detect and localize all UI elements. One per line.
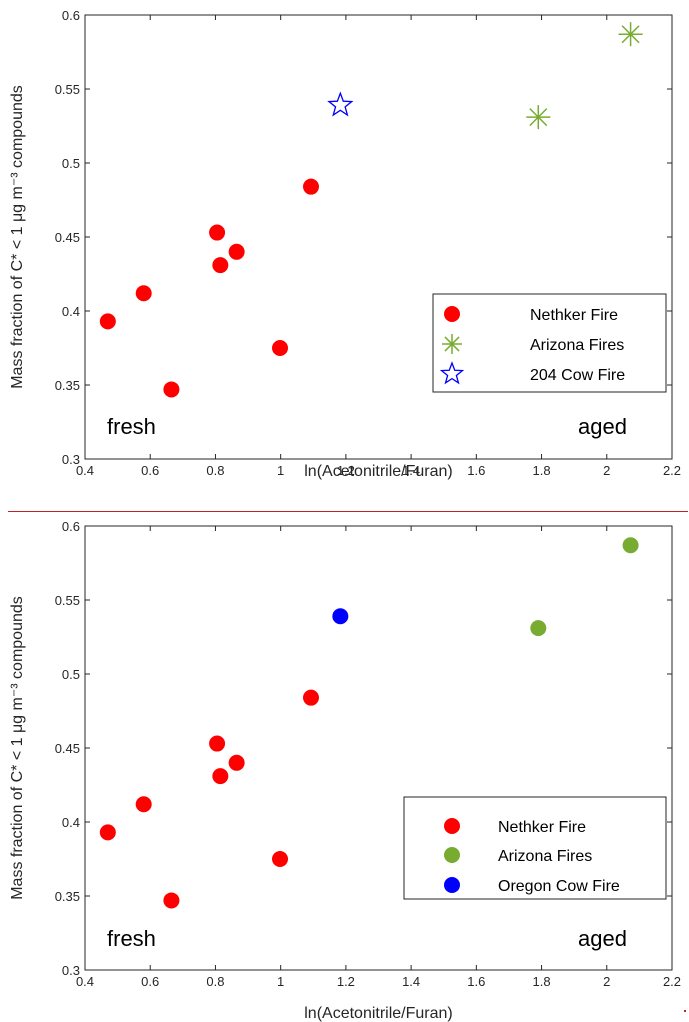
y-tick-label: 0.5 xyxy=(62,156,80,171)
x-axis-label: ln(Acetonitrile/Furan) xyxy=(304,463,453,480)
y-axis-label: Mass fraction of C* < 1 μg m⁻³ compounds xyxy=(9,596,26,900)
y-axis: 0.3 0.35 0.4 0.45 0.5 0.55 0.6 xyxy=(55,519,672,978)
y-axis: 0.3 0.35 0.4 0.45 0.5 0.55 0.6 xyxy=(55,8,672,467)
x-tick-label: 1.4 xyxy=(402,974,420,989)
legend-label: Oregon Cow Fire xyxy=(498,878,620,895)
x-tick-label: 2 xyxy=(603,463,610,478)
x-tick-label: 0.4 xyxy=(76,974,94,989)
data-point xyxy=(228,243,245,260)
data-point xyxy=(622,537,639,554)
x-tick-label: 1.8 xyxy=(533,463,551,478)
legend-label: Nethker Fire xyxy=(498,819,586,836)
y-tick-label: 0.3 xyxy=(62,963,80,978)
x-tick-label: 1.6 xyxy=(467,463,485,478)
series-oregon-cow-fire xyxy=(332,608,349,625)
legend-marker xyxy=(444,306,460,322)
y-tick-label: 0.6 xyxy=(62,8,80,23)
x-tick-label: 0.6 xyxy=(141,974,159,989)
y-tick-label: 0.35 xyxy=(55,889,80,904)
x-tick-label: 2 xyxy=(603,974,610,989)
data-point xyxy=(99,824,116,841)
y-tick-label: 0.55 xyxy=(55,593,80,608)
x-axis: 0.4 0.6 0.8 1 1.2 1.4 1.6 1.8 2 2.2 xyxy=(76,15,681,478)
legend: Nethker Fire Arizona Fires Oregon Cow Fire xyxy=(403,796,667,900)
y-tick-label: 0.4 xyxy=(62,304,80,319)
data-point xyxy=(209,224,226,241)
y-axis-label: Mass fraction of C* < 1 μg m⁻³ compounds xyxy=(9,85,26,389)
x-axis: 0.4 0.6 0.8 1 1.2 1.4 1.6 1.8 2 2.2 xyxy=(76,526,681,989)
x-tick-label: 1.2 xyxy=(337,463,355,478)
legend-box xyxy=(432,293,667,393)
y-tick-label: 0.6 xyxy=(62,519,80,534)
series-arizona-fires xyxy=(526,22,643,130)
data-point xyxy=(332,608,349,625)
data-point xyxy=(526,105,551,130)
legend-label: 204 Cow Fire xyxy=(530,367,625,384)
annotation-aged: aged xyxy=(578,414,627,439)
data-point xyxy=(212,768,229,785)
data-point xyxy=(212,257,229,274)
legend-marker xyxy=(444,818,460,834)
y-tick-label: 0.45 xyxy=(55,741,80,756)
legend-marker xyxy=(444,877,460,893)
x-tick-label: 1.8 xyxy=(533,974,551,989)
data-point xyxy=(135,285,152,302)
x-tick-label: 1.4 xyxy=(402,463,420,478)
x-axis-label: ln(Acetonitrile/Furan) xyxy=(304,1005,453,1022)
annotation-aged: aged xyxy=(578,926,627,951)
y-tick-label: 0.5 xyxy=(62,667,80,682)
data-point xyxy=(135,796,152,813)
stray-mark xyxy=(684,1010,686,1012)
legend-label: Arizona Fires xyxy=(530,337,624,354)
data-point xyxy=(209,735,226,752)
data-point xyxy=(272,340,289,356)
x-tick-label: 1 xyxy=(277,974,284,989)
scatter-panel-1: 0.4 0.6 0.8 1 1.2 1.4 1.6 1.8 2 2.2 0.3 0.35 0.4 0.45… xyxy=(9,8,681,480)
legend-label: Arizona Fires xyxy=(498,848,592,865)
panel-divider-line xyxy=(8,511,688,512)
annotation-fresh: fresh xyxy=(107,926,156,951)
y-tick-label: 0.55 xyxy=(55,82,80,97)
data-point xyxy=(327,91,354,117)
x-tick-label: 0.8 xyxy=(206,463,224,478)
legend-marker-stroke xyxy=(444,336,460,352)
annotation-fresh: fresh xyxy=(107,414,156,439)
data-point xyxy=(302,689,319,706)
legend: Nethker Fire Arizona Fires 204 Cow Fire xyxy=(432,293,667,393)
data-point-stroke xyxy=(529,108,548,127)
series-arizona-fires xyxy=(530,537,639,637)
legend-marker xyxy=(444,847,460,863)
series-nethker-fire xyxy=(99,178,319,398)
data-point xyxy=(272,851,289,867)
x-tick-label: 2.2 xyxy=(663,974,681,989)
data-point-stroke xyxy=(621,25,640,44)
y-tick-label: 0.35 xyxy=(55,378,80,393)
data-point xyxy=(163,381,180,398)
y-tick-label: 0.45 xyxy=(55,230,80,245)
x-tick-label: 0.6 xyxy=(141,463,159,478)
data-point xyxy=(99,313,116,330)
scatter-panel-2: 0.4 0.6 0.8 1 1.2 1.4 1.6 1.8 2 2.2 0.3 0.35 0.4 0.45… xyxy=(9,519,681,1022)
y-tick-label: 0.4 xyxy=(62,815,80,830)
legend-marker xyxy=(442,334,462,354)
x-tick-label: 0.8 xyxy=(206,974,224,989)
y-tick-label: 0.3 xyxy=(62,452,80,467)
x-tick-label: 2.2 xyxy=(663,463,681,478)
data-point xyxy=(163,892,180,909)
data-point xyxy=(618,22,643,47)
x-tick-label: 1 xyxy=(277,463,284,478)
legend-marker xyxy=(439,361,465,385)
series-nethker-fire xyxy=(99,689,319,909)
series-204-cow-fire xyxy=(327,91,354,117)
x-tick-label: 1.2 xyxy=(337,974,355,989)
data-point xyxy=(302,178,319,195)
x-tick-label: 0.4 xyxy=(76,463,94,478)
legend-label: Nethker Fire xyxy=(530,307,618,324)
data-point xyxy=(530,620,547,637)
data-point xyxy=(228,754,245,771)
x-tick-label: 1.6 xyxy=(467,974,485,989)
